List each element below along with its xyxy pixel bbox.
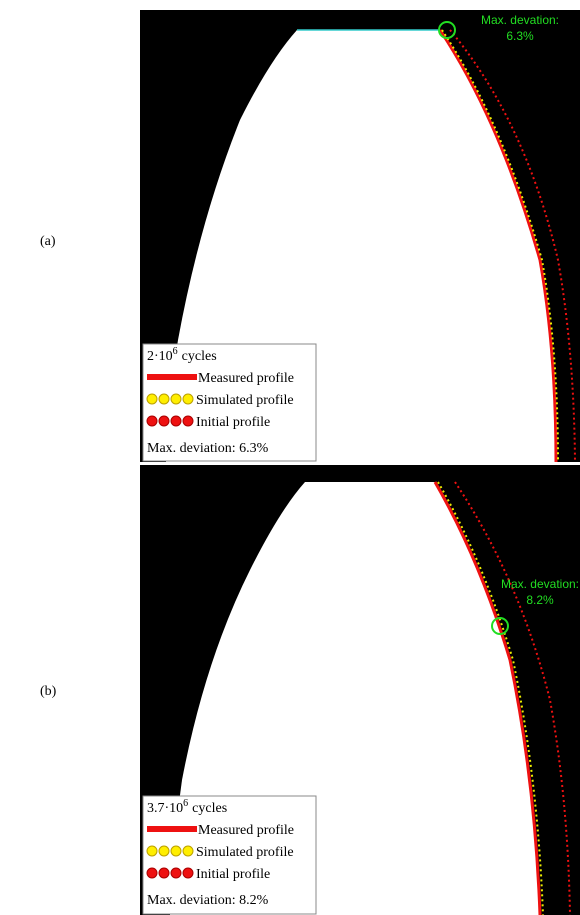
legend-title: 2·106 cycles — [147, 346, 217, 364]
annotation: 6.3% — [506, 29, 534, 43]
cycles-exponent: 6 — [173, 346, 178, 357]
legend-item: Measured profile — [198, 371, 294, 386]
annotation: 8.2% — [526, 593, 554, 607]
panel-label: (b) — [40, 684, 57, 699]
cycles-exponent: 6 — [183, 798, 188, 809]
annotation: Max. devation: — [481, 13, 559, 27]
legend-item: Initial profile — [196, 867, 270, 882]
cycles-base: 3.7·10 — [147, 801, 183, 816]
legend-item: Simulated profile — [196, 845, 294, 860]
legend: 2·106 cycles Measured profile Simulated p… — [143, 344, 316, 461]
legend-item: Measured profile — [198, 823, 294, 838]
annotation: Max. devation: — [501, 577, 579, 591]
panel-label: (a) — [40, 234, 56, 249]
legend-item: Simulated profile — [196, 393, 294, 408]
legend-item: Initial profile — [196, 415, 270, 430]
deviation-note: Max. deviation: 8.2% — [147, 893, 269, 908]
deviation-note: Max. deviation: 6.3% — [147, 441, 269, 456]
cycles-base: 2·10 — [147, 349, 173, 364]
cycles-suffix: cycles — [182, 349, 217, 364]
figure: (a) Max. devation: 6.3% 2·106cycles Meas… — [0, 0, 580, 915]
legend: 3.7·106 cycles Measured profile Simulated… — [143, 796, 316, 914]
cycles-suffix: cycles — [192, 801, 227, 816]
